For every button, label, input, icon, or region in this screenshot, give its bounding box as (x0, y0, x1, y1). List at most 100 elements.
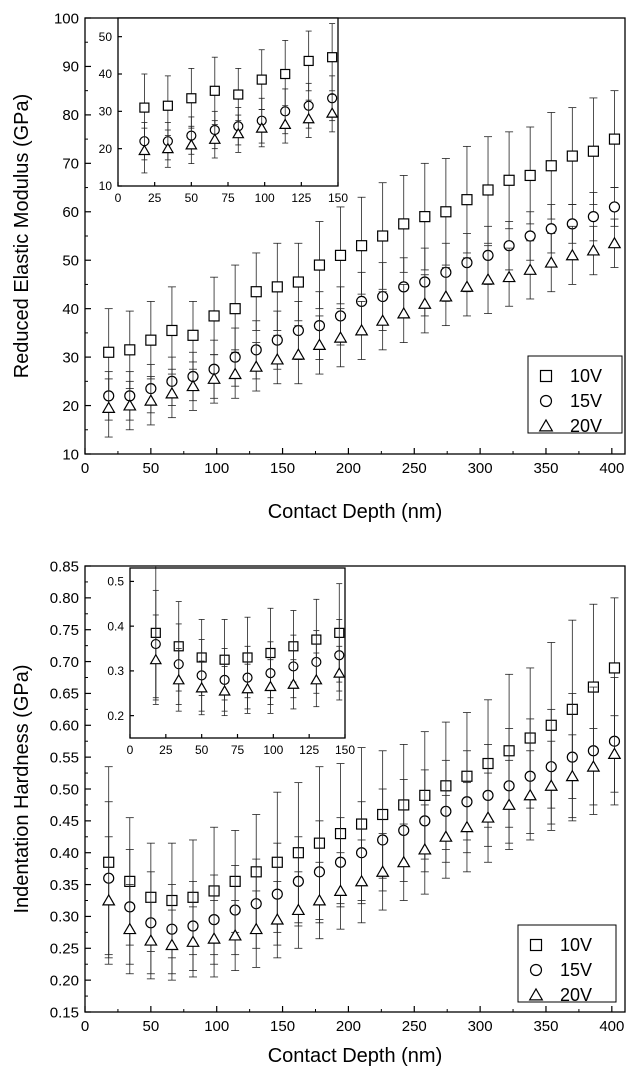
hardness-point-triangle (502, 798, 516, 810)
modulus-inset-point-triangle (161, 142, 175, 154)
modulus-point-triangle (312, 338, 327, 350)
modulus-inset-point-triangle (138, 144, 151, 156)
hardness-legend: 10V 15V 20V (517, 924, 617, 1005)
modulus-point-square (334, 249, 347, 261)
hardness-point-triangle (460, 820, 474, 833)
hardness-x-tick-label: 400 (599, 1018, 624, 1035)
modulus-point-square (292, 276, 304, 288)
hardness-inset-x-tick-label: 100 (263, 743, 283, 757)
modulus-inset-y-tick-label: 40 (99, 67, 113, 81)
hardness-point-triangle (122, 922, 137, 935)
modulus-point-square (545, 160, 557, 172)
modulus-inset-point-square (280, 68, 291, 80)
hardness-inset-point-triangle (333, 666, 346, 678)
hardness-inset-x-tick-label: 125 (299, 743, 319, 757)
modulus-point-triangle (165, 386, 179, 399)
modulus-point-triangle (439, 289, 453, 302)
modulus-y-tick-label: 40 (62, 301, 79, 318)
modulus-legend-marker-20V (538, 418, 554, 432)
modulus-point-triangle (586, 243, 601, 256)
modulus-point-triangle (228, 367, 242, 380)
modulus-point-triangle (291, 347, 306, 360)
hardness-point-triangle (228, 928, 242, 941)
modulus-inset-point-square (303, 55, 314, 67)
hardness-point-triangle (544, 779, 559, 791)
hardness-inset-x-tick-label: 50 (195, 743, 209, 757)
hardness-inset-point-triangle (195, 681, 208, 693)
hardness-inset-point-triangle (241, 682, 254, 694)
hardness-point-triangle (101, 893, 116, 906)
modulus-inset-point-square (209, 85, 220, 96)
modulus-point-triangle (523, 263, 537, 275)
hardness-point-triangle (418, 842, 432, 855)
modulus-inset-point-triangle (232, 127, 245, 139)
modulus-inset-point-triangle (278, 118, 292, 129)
hardness-inset-x-tick-label: 75 (231, 743, 245, 757)
modulus-inset-point-square (186, 93, 197, 104)
modulus-legend-label-20V: 20V (570, 416, 602, 436)
hardness-y-tick-label: 0.20 (50, 972, 79, 989)
hardness-inset-y-tick-label: 0.4 (107, 619, 124, 633)
modulus-point-triangle (418, 297, 432, 309)
modulus-inset-plot-group: 0 25 50 75 100 125 150 10 20 30 40 50 (99, 17, 348, 205)
hardness-inset-point-triangle (287, 678, 300, 689)
modulus-point-square (419, 211, 431, 223)
modulus-plot-group: 0 50 100 150 200 250 300 350 4001020304050607080… (11, 10, 626, 523)
modulus-point-square (587, 145, 599, 157)
modulus-legend-marker-10V (539, 369, 553, 383)
modulus-point-triangle (481, 272, 495, 285)
modulus-x-tick-label: 300 (468, 460, 493, 477)
hardness-point-triangle (586, 760, 601, 772)
modulus-y-tick-label: 80 (62, 107, 79, 124)
hardness-point-triangle (375, 865, 390, 877)
modulus-point-triangle (186, 379, 200, 392)
hardness-y-axis-label: Indentation Hardness (GPa) (11, 664, 33, 913)
modulus-x-tick-label: 400 (599, 460, 624, 477)
modulus-series-10V (103, 90, 621, 397)
hardness-point-triangle (186, 935, 200, 947)
modulus-legend-label-15V: 15V (570, 391, 602, 411)
modulus-y-tick-label: 10 (62, 446, 79, 463)
hardness-point-triangle (165, 938, 179, 951)
hardness-legend-label-15V: 15V (560, 960, 592, 980)
modulus-legend-box (527, 355, 623, 434)
modulus-point-square (482, 184, 494, 196)
hardness-y-tick-label: 0.35 (50, 877, 79, 894)
modulus-point-triangle (144, 394, 158, 406)
modulus-point-triangle (354, 323, 369, 336)
hardness-inset-point-triangle (218, 684, 231, 696)
modulus-point-triangle (122, 398, 137, 411)
modulus-inset-point-triangle (208, 133, 222, 144)
modulus-inset-point-triangle (325, 107, 339, 118)
modulus-inset-x-tick-label: 75 (221, 191, 235, 205)
modulus-point-square (166, 324, 178, 337)
modulus-point-square (103, 346, 115, 358)
hardness-y-tick-label: 0.40 (50, 845, 79, 862)
hardness-point-triangle (291, 903, 306, 916)
hardness-y-tick-label: 0.45 (50, 813, 79, 830)
modulus-point-triangle (375, 314, 390, 326)
modulus-y-tick-label: 100 (54, 10, 79, 27)
modulus-point-circle (587, 211, 599, 223)
modulus-x-tick-label: 250 (402, 460, 427, 477)
modulus-inset-point-square (162, 100, 173, 111)
modulus-point-square (313, 259, 326, 271)
modulus-inset-point-triangle (255, 121, 268, 133)
hardness-point-triangle (270, 912, 285, 925)
hardness-inset-point-triangle (310, 673, 323, 685)
modulus-point-triangle (460, 280, 474, 292)
modulus-x-axis-label: Contact Depth (nm) (268, 501, 443, 523)
hardness-x-tick-label: 150 (270, 1018, 295, 1035)
hardness-x-tick-label: 300 (468, 1018, 493, 1035)
hardness-x-tick-label: 0 (81, 1018, 89, 1035)
modulus-y-tick-label: 20 (62, 398, 79, 415)
hardness-point-square (608, 662, 621, 674)
modulus-point-triangle (207, 372, 221, 384)
hardness-y-tick-label: 0.25 (50, 941, 79, 958)
modulus-point-triangle (544, 255, 559, 268)
modulus-point-triangle (333, 331, 348, 343)
hardness-point-triangle (565, 769, 580, 782)
hardness-inset-series-20V (149, 614, 346, 717)
hardness-y-tick-label: 0.80 (50, 590, 79, 607)
